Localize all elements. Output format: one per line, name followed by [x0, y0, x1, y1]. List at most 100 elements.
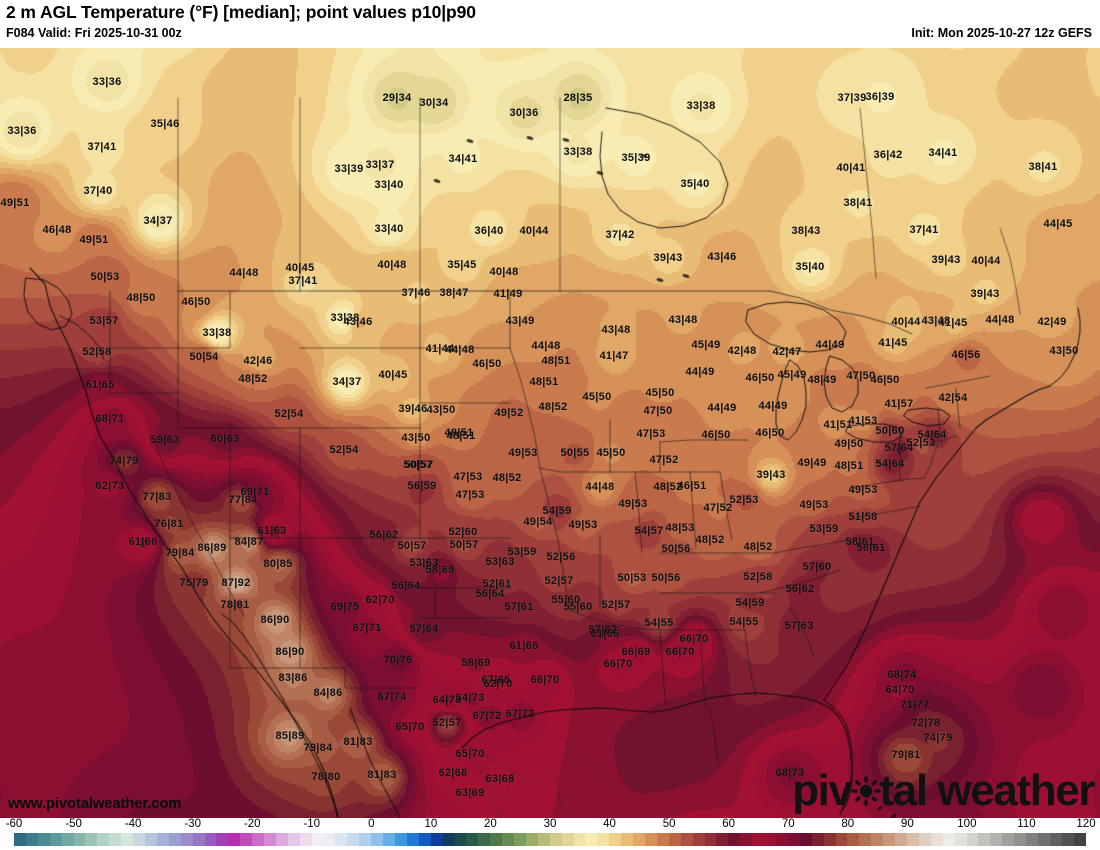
colorbar-segment — [645, 833, 657, 846]
colorbar[interactable]: -60 -50 -40 -30 -20 -10 0 10 20 30 40 50 60 70 80 90 100… — [0, 818, 1100, 850]
page-title: 2 m AGL Temperature (°F) [median]; point… — [6, 2, 476, 22]
colorbar-segment — [585, 833, 598, 846]
colorbar-tick: 20 — [484, 818, 497, 830]
colorbar-segment — [359, 833, 372, 846]
colorbar-segment — [752, 833, 765, 846]
colorbar-segment — [406, 833, 419, 846]
brand-text-pre: piv — [792, 766, 853, 815]
colorbar-segment — [573, 833, 586, 846]
colorbar-segment — [728, 833, 741, 846]
colorbar-segment — [371, 833, 384, 846]
colorbar-segment — [1014, 833, 1027, 846]
colorbar-segment — [561, 833, 574, 846]
colorbar-segment — [918, 833, 931, 846]
colorbar-tick: 40 — [603, 818, 616, 830]
colorbar-segment — [799, 833, 812, 846]
colorbar-segment — [430, 833, 443, 846]
colorbar-tick: -20 — [243, 818, 261, 830]
colorbar-segment — [954, 833, 967, 846]
colorbar-segment — [168, 833, 181, 846]
colorbar-tick: 50 — [662, 818, 676, 830]
colorbar-segment — [287, 833, 300, 846]
colorbar-tick: -50 — [65, 818, 82, 830]
colorbar-segment — [395, 833, 407, 846]
colorbar-segment — [180, 833, 193, 846]
colorbar-segment — [1002, 833, 1015, 846]
site-url-watermark: www.pivotalweather.com — [8, 795, 182, 812]
init-time-label: Init: Mon 2025-10-27 12z GEFS — [911, 26, 1092, 40]
colorbar-segment — [97, 833, 110, 846]
colorbar-segment — [514, 833, 526, 846]
colorbar-segment — [204, 833, 217, 846]
colorbar-tick: 100 — [957, 818, 977, 830]
colorbar-segment — [990, 833, 1003, 846]
colorbar-gradient — [14, 833, 1086, 846]
colorbar-segment — [466, 833, 479, 846]
colorbar-segment — [454, 833, 467, 846]
valid-time-label: F084 Valid: Fri 2025-10-31 00z — [6, 26, 182, 40]
colorbar-segment — [895, 833, 907, 846]
colorbar-segment — [216, 833, 229, 846]
colorbar-segment — [1037, 833, 1050, 846]
colorbar-tick: 60 — [722, 818, 736, 830]
colorbar-tick: 70 — [781, 818, 795, 830]
colorbar-segment — [776, 833, 788, 846]
colorbar-tick: -60 — [5, 818, 23, 830]
colorbar-tick: 0 — [368, 818, 375, 830]
colorbar-segment — [942, 833, 955, 846]
colorbar-segment — [930, 833, 943, 846]
colorbar-segment — [109, 833, 122, 846]
colorbar-segment — [597, 833, 610, 846]
colorbar-segment — [633, 833, 646, 846]
colorbar-segment — [442, 833, 455, 846]
colorbar-tick: 110 — [1017, 818, 1036, 830]
colorbar-tick: 120 — [1076, 818, 1096, 830]
temperature-field-canvas — [0, 48, 1100, 818]
colorbar-tick: 80 — [841, 818, 855, 830]
colorbar-segment — [85, 833, 98, 846]
colorbar-segment — [704, 833, 717, 846]
brand-watermark: piv — [792, 766, 1096, 816]
colorbar-segment — [335, 833, 348, 846]
colorbar-tick: -30 — [184, 818, 201, 830]
colorbar-segment — [668, 833, 681, 846]
colorbar-segment — [252, 833, 265, 846]
colorbar-segment — [549, 833, 562, 846]
colorbar-segment — [692, 833, 705, 846]
colorbar-segment — [680, 833, 693, 846]
colorbar-segment — [883, 833, 896, 846]
colorbar-tick: -40 — [124, 818, 142, 830]
colorbar-tick: 10 — [424, 818, 438, 830]
colorbar-segment — [716, 833, 729, 846]
colorbar-segment — [823, 833, 836, 846]
colorbar-segment — [621, 833, 634, 846]
colorbar-segment — [859, 833, 872, 846]
colorbar-segment — [418, 833, 431, 846]
colorbar-segment — [871, 833, 884, 846]
colorbar-segment — [1073, 833, 1086, 846]
colorbar-segment — [787, 833, 800, 846]
colorbar-segment — [49, 833, 62, 846]
colorbar-segment — [537, 833, 550, 846]
colorbar-segment — [192, 833, 205, 846]
sun-star-icon — [851, 776, 881, 806]
colorbar-segment — [61, 833, 74, 846]
colorbar-segment — [906, 833, 919, 846]
colorbar-segment — [978, 833, 991, 846]
colorbar-segment — [133, 833, 145, 846]
colorbar-segment — [478, 833, 491, 846]
colorbar-segment — [383, 833, 395, 846]
colorbar-segment — [656, 833, 669, 846]
temperature-map[interactable]: 33|36 33|36 35|46 37|41 37|40 49|51 46|48 49|51… — [0, 48, 1100, 818]
brand-text-post: tal weather — [879, 766, 1096, 815]
colorbar-segment — [966, 833, 979, 846]
colorbar-tick: 30 — [543, 818, 557, 830]
colorbar-segment — [37, 833, 50, 846]
colorbar-segment — [25, 833, 38, 846]
colorbar-segment — [311, 833, 324, 846]
colorbar-tick: -10 — [303, 818, 321, 830]
colorbar-segment — [609, 833, 622, 846]
colorbar-segment — [847, 833, 860, 846]
colorbar-segment — [240, 833, 253, 846]
